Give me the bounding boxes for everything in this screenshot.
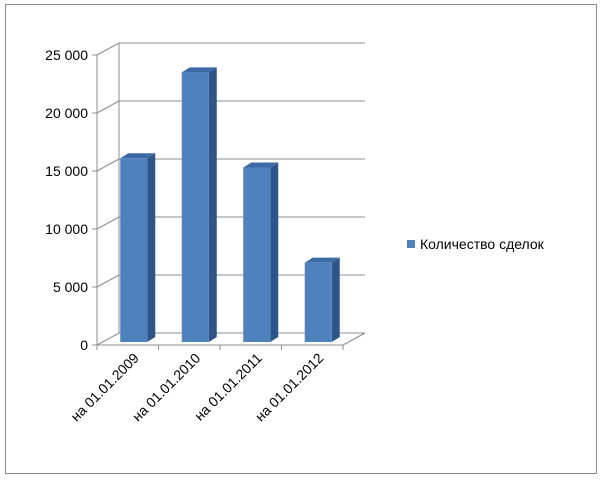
bar-side — [147, 153, 156, 342]
y-tick-label: 25 000 — [45, 47, 88, 63]
y-tick-label: 0 — [80, 337, 88, 353]
y-tick-label: 10 000 — [45, 221, 88, 237]
y-tick-labels: 0 5 000 10 000 15 000 20 000 25 000 — [45, 47, 88, 353]
y-tick-label: 5 000 — [53, 279, 88, 295]
y-tick-label: 20 000 — [45, 105, 88, 121]
bars — [120, 67, 340, 343]
bar-top — [181, 67, 217, 73]
bar — [181, 67, 217, 343]
y-tick-label: 15 000 — [45, 163, 88, 179]
gridline-diagonal — [96, 100, 120, 114]
bar-side — [331, 257, 340, 342]
gridline-diagonal — [96, 42, 120, 56]
gridline-diagonal — [96, 158, 120, 172]
chart-canvas: 0 5 000 10 000 15 000 20 000 25 000 на 01.01.… — [45, 42, 545, 425]
gridline-diagonal — [96, 216, 120, 230]
bar-top — [243, 162, 279, 168]
legend-swatch — [407, 240, 415, 248]
bar-side — [208, 67, 217, 343]
axes — [92, 54, 344, 350]
bar-top — [120, 153, 156, 159]
bar — [120, 153, 156, 342]
bar-top — [304, 257, 340, 263]
gridline-diagonal — [96, 274, 120, 288]
legend: Количество сделок — [407, 236, 545, 252]
legend-label: Количество сделок — [420, 236, 545, 252]
floor-outline — [96, 332, 366, 346]
gridlines — [96, 42, 366, 346]
chart-frame: 0 5 000 10 000 15 000 20 000 25 000 на 01.01.… — [5, 4, 597, 474]
bar — [304, 257, 340, 342]
bar-front — [243, 167, 271, 342]
bar-front — [181, 72, 209, 343]
bar-side — [270, 162, 279, 342]
bar — [243, 162, 279, 342]
bar-front — [304, 262, 332, 342]
bar-front — [120, 158, 148, 342]
